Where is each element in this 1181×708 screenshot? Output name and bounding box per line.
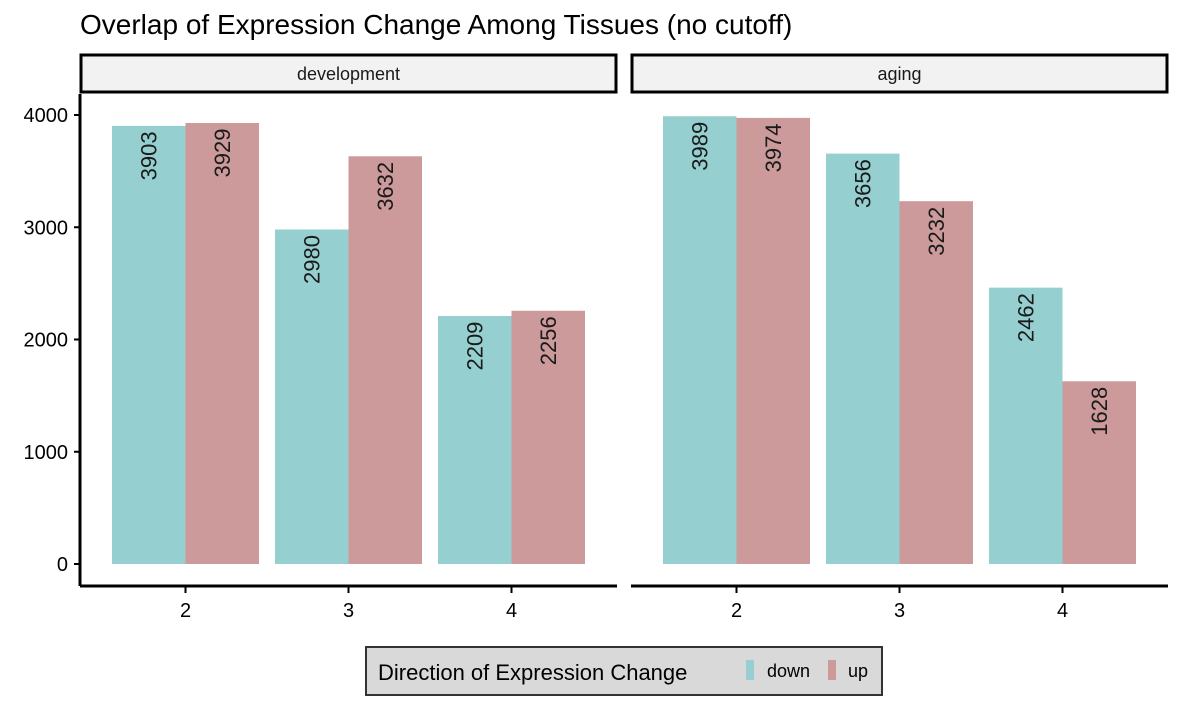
facet-strip-label: aging xyxy=(877,64,921,84)
bar-down xyxy=(663,116,737,565)
bar-up xyxy=(899,201,973,564)
bar-value-label: 1628 xyxy=(1087,387,1112,436)
facet-strip xyxy=(79,53,618,94)
legend-label-up: up xyxy=(848,661,868,681)
bar-down xyxy=(826,153,900,564)
bar-down xyxy=(275,229,349,564)
bar-value-label: 3929 xyxy=(210,128,235,177)
facet-panel-aging: aging 3989 3974 2 3656 3232 3 2462 1628 4 xyxy=(630,53,1169,622)
legend: Direction of Expression Change down up xyxy=(365,646,883,696)
x-tick-label: 3 xyxy=(343,600,354,622)
bar-value-label: 3656 xyxy=(851,159,876,208)
bar-down xyxy=(438,316,512,564)
bar-value-label: 3989 xyxy=(688,122,713,171)
bar-down xyxy=(989,287,1063,564)
bar-up xyxy=(1062,381,1136,564)
y-axis: 0 1000 2000 3000 4000 xyxy=(24,94,82,586)
facet-strip-label: development xyxy=(297,64,400,84)
legend-swatch-down xyxy=(746,660,754,680)
x-tick-label: 4 xyxy=(1057,600,1068,622)
bar-value-label: 3974 xyxy=(761,123,786,172)
y-tick-label: 2000 xyxy=(24,330,69,352)
legend-swatch-up xyxy=(828,660,836,680)
chart-title: Overlap of Expression Change Among Tissu… xyxy=(80,9,792,40)
bar-value-label: 2256 xyxy=(536,316,561,365)
x-tick-label: 2 xyxy=(731,600,742,622)
bar-value-label: 3232 xyxy=(924,207,949,256)
legend-label-down: down xyxy=(767,661,810,681)
x-tick-label: 2 xyxy=(180,600,191,622)
y-tick-label: 3000 xyxy=(24,217,69,239)
bar-value-label: 3632 xyxy=(373,162,398,211)
legend-title: Direction of Expression Change xyxy=(378,660,687,685)
bar-up xyxy=(511,310,585,564)
bar-up xyxy=(348,156,422,565)
bar-down xyxy=(112,125,186,565)
x-tick-label: 3 xyxy=(894,600,905,622)
bar-value-label: 3903 xyxy=(137,131,162,180)
bar-value-label: 2980 xyxy=(300,235,325,284)
y-tick-label: 4000 xyxy=(24,105,69,127)
bar-value-label: 2209 xyxy=(463,322,488,371)
y-tick-label: 0 xyxy=(57,554,68,576)
legend-box xyxy=(365,646,883,696)
facet-strip xyxy=(630,53,1169,94)
x-tick-label: 4 xyxy=(506,600,517,622)
facet-panel-development: development 3903 3929 2 2980 3632 3 2209 2256 4 xyxy=(79,53,618,622)
bar-up xyxy=(736,117,810,564)
y-tick-label: 1000 xyxy=(24,442,69,464)
bar-up xyxy=(185,122,259,564)
bar-value-label: 2462 xyxy=(1014,293,1039,342)
